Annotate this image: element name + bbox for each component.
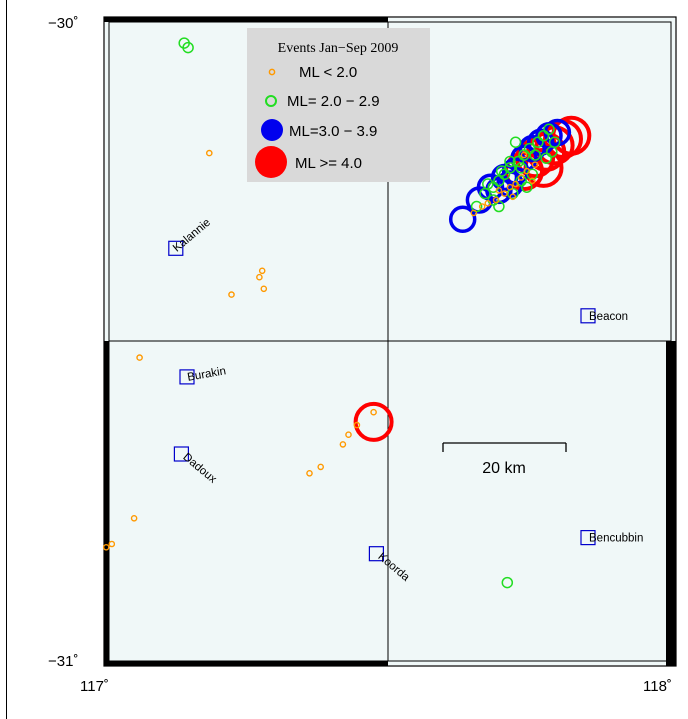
event-small-circle-1 bbox=[258, 267, 266, 275]
event-small-circle-7 bbox=[353, 421, 361, 429]
event-small-circle-20 bbox=[506, 183, 514, 191]
event-small-circle-13 bbox=[108, 540, 116, 548]
scale-bar-label: 20 km bbox=[482, 460, 526, 477]
event-ml2-circle-25 bbox=[540, 152, 552, 164]
frame-left-edge bbox=[6, 0, 7, 719]
event-small-circle-23 bbox=[523, 167, 531, 175]
town-marker-burakin bbox=[179, 369, 195, 385]
legend: Events Jan−Sep 2009 ML < 2.0 ML= 2.0 − 2… bbox=[247, 28, 430, 182]
event-small-circle-25 bbox=[495, 187, 503, 194]
legend-medium-circle-icon bbox=[265, 95, 277, 107]
town-marker-kalannie bbox=[168, 240, 184, 256]
event-ml2-circle-28 bbox=[495, 165, 508, 177]
lat-label-top: −30˚ bbox=[48, 15, 79, 32]
frame-top-black-segment bbox=[104, 17, 388, 22]
event-small-circle-8 bbox=[345, 431, 352, 439]
event-ml2-circle-1 bbox=[182, 41, 194, 54]
event-ml2-circle-2 bbox=[501, 576, 514, 589]
events-small-layer bbox=[102, 149, 539, 551]
event-ml2-circle-27 bbox=[482, 178, 494, 190]
event-small-circle-5 bbox=[136, 354, 143, 361]
event-ml2-circle-14 bbox=[543, 123, 555, 136]
frame-right-black-segment bbox=[666, 341, 676, 666]
town-label-beacon: Beacon bbox=[589, 311, 628, 323]
town-label-bencubbin: Bencubbin bbox=[589, 533, 643, 545]
event-small-circle-9 bbox=[339, 441, 347, 448]
event-small-circle-28 bbox=[520, 151, 528, 159]
town-marker-bencubbin bbox=[580, 529, 596, 546]
event-small-circle-15 bbox=[470, 209, 478, 217]
event-small-circle-27 bbox=[529, 177, 536, 185]
scale-bar: 20 km bbox=[442, 442, 567, 477]
event-small-circle-19 bbox=[501, 190, 508, 197]
legend-item-ml-lt2: ML < 2.0 bbox=[299, 64, 357, 81]
event-small-circle-26 bbox=[509, 193, 517, 201]
lon-label-right: 118˚ bbox=[643, 678, 672, 695]
legend-item-ml-4: ML >= 4.0 bbox=[295, 155, 362, 172]
event-ml2-circle-19 bbox=[521, 181, 533, 193]
event-small-circle-12 bbox=[130, 515, 138, 522]
event-small-circle-21 bbox=[512, 180, 519, 188]
event-small-circle-14 bbox=[102, 544, 110, 551]
event-small-circle-0 bbox=[205, 149, 213, 157]
event-small-circle-10 bbox=[317, 463, 325, 471]
legend-xlarge-circle-icon bbox=[255, 146, 287, 178]
event-small-circle-3 bbox=[260, 285, 268, 293]
lon-label-left: 117˚ bbox=[80, 678, 109, 695]
event-ml2-circle-22 bbox=[504, 155, 516, 168]
legend-item-ml-3: ML=3.0 − 3.9 bbox=[289, 123, 377, 140]
legend-small-circle-icon bbox=[268, 68, 276, 76]
frame-bottom-black-segment bbox=[104, 661, 388, 666]
event-small-circle-22 bbox=[517, 174, 525, 181]
event-ml3-circle-0 bbox=[448, 205, 477, 234]
town-marker-beacon bbox=[580, 308, 596, 324]
event-ml4-circle-6 bbox=[551, 115, 592, 156]
event-small-circle-6 bbox=[370, 408, 377, 416]
event-small-circle-16 bbox=[478, 203, 486, 210]
lat-label-bottom: −31˚ bbox=[48, 653, 79, 670]
event-small-circle-11 bbox=[306, 469, 313, 477]
town-marker-dadoux bbox=[173, 446, 189, 462]
event-ml4-circle-0 bbox=[353, 401, 394, 442]
event-ml2-circle-26 bbox=[546, 146, 558, 158]
event-small-circle-24 bbox=[531, 161, 539, 168]
event-ml2-circle-23 bbox=[509, 136, 522, 148]
event-small-circle-4 bbox=[228, 291, 235, 298]
town-marker-koorda bbox=[368, 546, 384, 562]
event-small-circle-2 bbox=[256, 273, 263, 281]
legend-title: Events Jan−Sep 2009 bbox=[278, 41, 399, 56]
event-small-circle-18 bbox=[492, 196, 500, 204]
event-ml2-circle-24 bbox=[529, 149, 541, 161]
event-ml2-circle-11 bbox=[523, 142, 536, 155]
legend-large-circle-icon bbox=[261, 119, 283, 141]
frame-left-black-segment bbox=[104, 341, 109, 666]
event-ml2-circle-9 bbox=[512, 155, 525, 168]
event-ml2-circle-12 bbox=[532, 136, 544, 148]
legend-item-ml-2: ML= 2.0 − 2.9 bbox=[287, 93, 380, 110]
event-small-circle-17 bbox=[484, 199, 492, 207]
